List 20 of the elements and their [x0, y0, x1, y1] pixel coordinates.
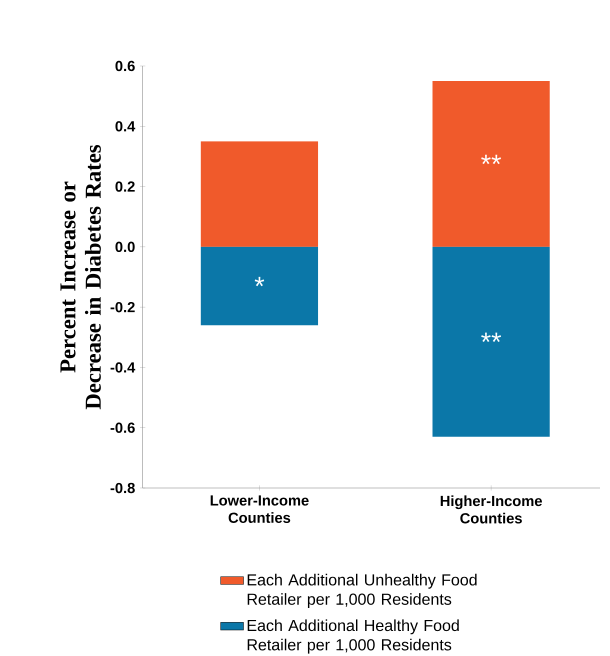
annotation: *	[254, 276, 264, 286]
bar	[200, 246, 318, 326]
bar	[200, 141, 318, 247]
x-tick-label: Lower-Income Counties	[210, 495, 309, 523]
y-tick-label: -0.2	[110, 302, 135, 312]
legend-label: Each Additional Healthy Food Retailer per 1,000 Residents	[248, 619, 459, 654]
y-tick-label: 0.6	[115, 60, 135, 72]
y-tick-label: -0.4	[110, 362, 136, 373]
y-axis-title: Percent Increase or Decrease in Diabetes Rates	[60, 144, 101, 410]
y-tick-label: 0.2	[115, 181, 135, 192]
bar	[432, 246, 550, 437]
y-tick-label: -0.8	[110, 482, 135, 494]
annotation: **	[481, 332, 502, 342]
y-tick-label: 0.4	[115, 121, 136, 132]
legend-label: Each Additional Unhealthy Food Retailer per 1,000 Residents	[248, 574, 477, 608]
x-tick-label: Higher-Income Counties	[440, 495, 542, 524]
annotation: **	[481, 154, 502, 164]
bar	[432, 81, 550, 247]
y-tick-label: -0.6	[110, 422, 135, 433]
y-tick-label: 0.0	[115, 242, 135, 252]
